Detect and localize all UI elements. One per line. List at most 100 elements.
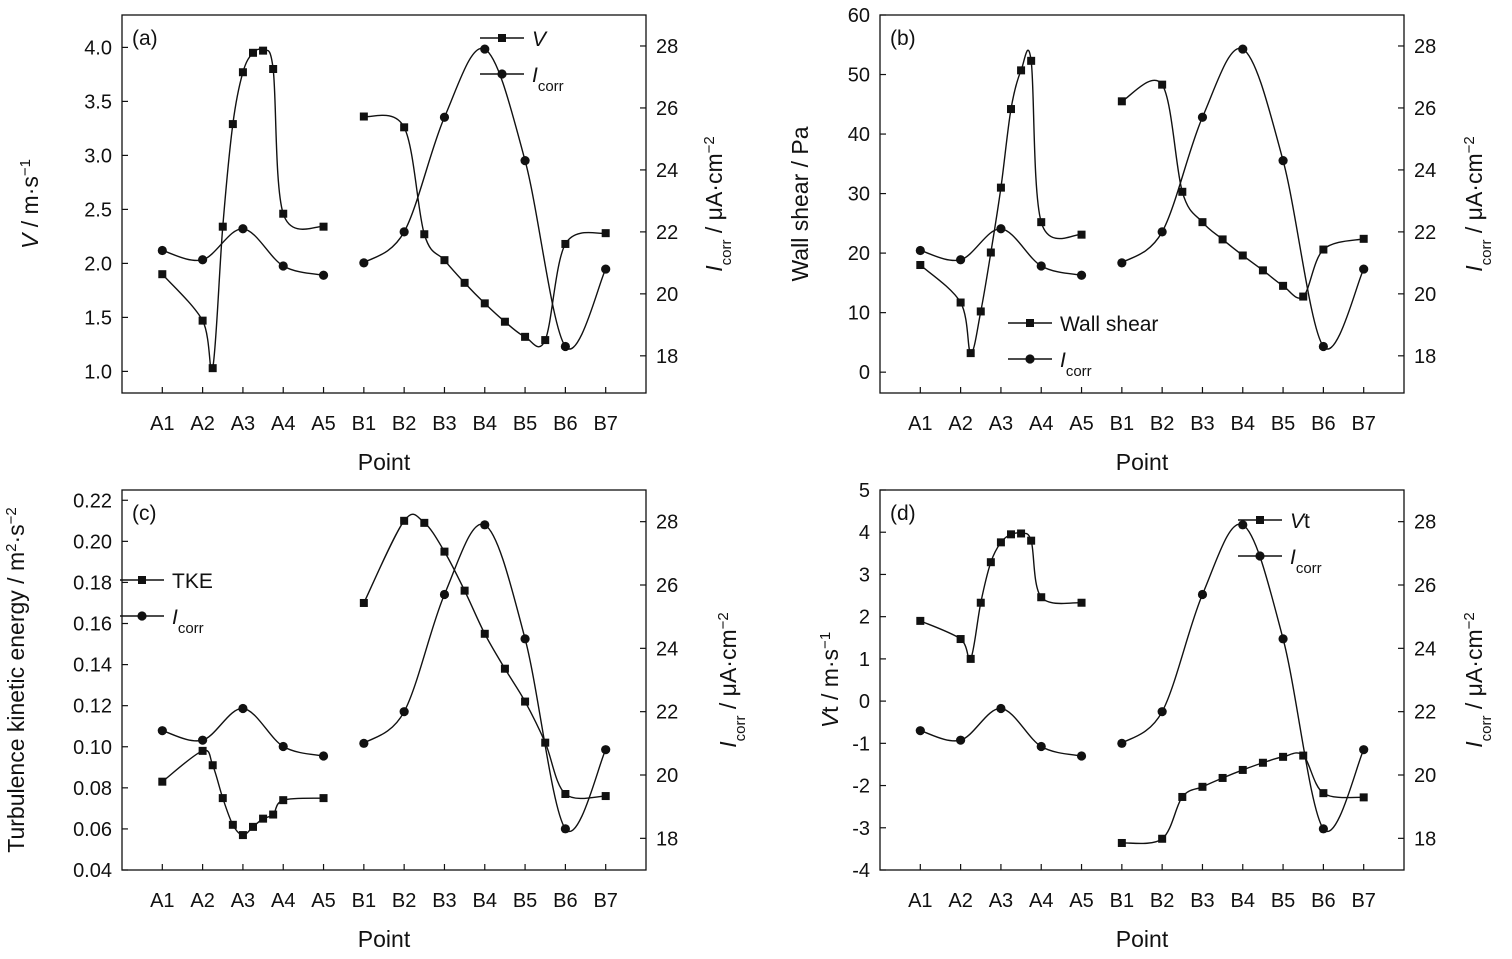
square-marker	[359, 112, 368, 121]
legend-marker	[1025, 354, 1035, 364]
legend-label: Icorr	[532, 64, 564, 95]
y2-tick-label: 22	[656, 702, 678, 724]
y-axis-label: Vt / m·s−1	[817, 632, 844, 728]
square-marker	[1117, 838, 1126, 847]
circle-marker	[520, 156, 530, 166]
square-marker	[269, 810, 278, 819]
circle-marker	[198, 735, 208, 745]
square-marker	[601, 792, 610, 801]
legend-marker	[1255, 551, 1265, 561]
x-tick-label: A3	[989, 890, 1013, 912]
x-tick-label: B1	[1110, 413, 1134, 435]
plot-frame	[879, 489, 1405, 871]
plot-frame	[121, 14, 647, 394]
x-tick-label: B5	[513, 890, 537, 912]
circle-marker	[601, 745, 611, 755]
y2-axis-label: Icorr / μA·cm−2	[701, 136, 735, 271]
x-tick-label: A1	[908, 890, 932, 912]
circle-marker	[601, 264, 611, 274]
legend-label: TKE	[172, 570, 213, 593]
y2-tick-label: 18	[656, 346, 678, 368]
square-marker	[218, 794, 227, 803]
circle-marker	[359, 258, 369, 268]
square-marker	[259, 46, 268, 55]
square-marker	[1007, 530, 1015, 539]
circle-marker	[1157, 707, 1167, 717]
square-marker	[966, 349, 975, 358]
square-marker	[1258, 266, 1267, 275]
square-marker	[1117, 97, 1126, 106]
circle-marker	[1076, 751, 1087, 761]
y2-tick-label: 20	[656, 765, 678, 787]
circle-marker	[1036, 741, 1046, 752]
series-line	[161, 749, 324, 836]
square-marker	[440, 547, 449, 556]
y2-tick-label: 22	[1414, 702, 1436, 724]
square-marker	[956, 635, 965, 644]
x-tick-label: A3	[231, 890, 255, 912]
square-marker	[1077, 230, 1086, 239]
circle-marker	[1117, 738, 1127, 748]
series-primary	[916, 49, 1368, 358]
y2-tick-label: 24	[656, 160, 678, 182]
square-marker	[1178, 187, 1187, 196]
square-marker	[1299, 292, 1308, 301]
y-tick-label: 60	[848, 5, 870, 27]
series-line	[919, 49, 1082, 354]
square-marker	[1238, 251, 1247, 260]
series-line	[1121, 79, 1364, 299]
legend-marker	[138, 576, 146, 584]
x-axis-label: Point	[1116, 449, 1169, 475]
y-tick-label: 4.0	[84, 37, 112, 59]
y2-tick-label: 28	[1414, 36, 1436, 58]
y-tick-label: 0.14	[73, 655, 112, 677]
circle-marker	[560, 824, 570, 834]
square-marker	[198, 316, 207, 325]
x-tick-label: B3	[1190, 890, 1214, 912]
x-tick-label: B5	[513, 413, 537, 435]
legend-label: Icorr	[172, 606, 204, 637]
x-tick-label: B4	[473, 413, 497, 435]
square-marker	[976, 598, 985, 607]
square-marker	[976, 307, 985, 316]
circle-marker	[480, 44, 490, 54]
square-marker	[561, 239, 570, 248]
square-marker	[1218, 235, 1227, 244]
square-marker	[400, 123, 409, 132]
legend-label: Icorr	[1290, 546, 1322, 577]
plot-frame	[121, 489, 647, 871]
square-marker	[1037, 218, 1046, 227]
x-axis-label: Point	[1116, 926, 1169, 952]
circle-marker	[1238, 520, 1248, 530]
square-marker	[1359, 793, 1368, 802]
square-marker	[986, 558, 995, 567]
y2-tick-label: 26	[1414, 575, 1436, 597]
circle-marker	[1359, 745, 1369, 755]
square-marker	[500, 317, 509, 326]
square-marker	[1027, 536, 1036, 545]
square-marker	[966, 654, 975, 663]
y-tick-label: -3	[852, 818, 870, 840]
plot-frame	[879, 14, 1405, 394]
series-primary	[916, 529, 1368, 847]
square-marker	[1077, 598, 1086, 607]
y-tick-label: 0.04	[73, 860, 112, 882]
y2-axis-label: Icorr / μA·cm−2	[715, 612, 749, 747]
square-marker	[1319, 245, 1328, 254]
x-tick-label: A5	[1069, 890, 1093, 912]
square-marker	[1158, 834, 1167, 843]
y-tick-label: 30	[848, 184, 870, 206]
x-tick-label: B6	[1311, 413, 1335, 435]
circle-marker	[399, 707, 409, 717]
square-marker	[1178, 792, 1187, 801]
series-line	[1121, 523, 1365, 833]
square-marker	[249, 822, 257, 831]
series-line	[363, 523, 607, 833]
square-marker	[460, 586, 469, 595]
x-tick-label: A3	[231, 413, 255, 435]
square-marker	[420, 518, 429, 527]
square-marker	[1299, 751, 1308, 760]
circle-marker	[439, 589, 450, 600]
square-marker	[996, 183, 1005, 192]
